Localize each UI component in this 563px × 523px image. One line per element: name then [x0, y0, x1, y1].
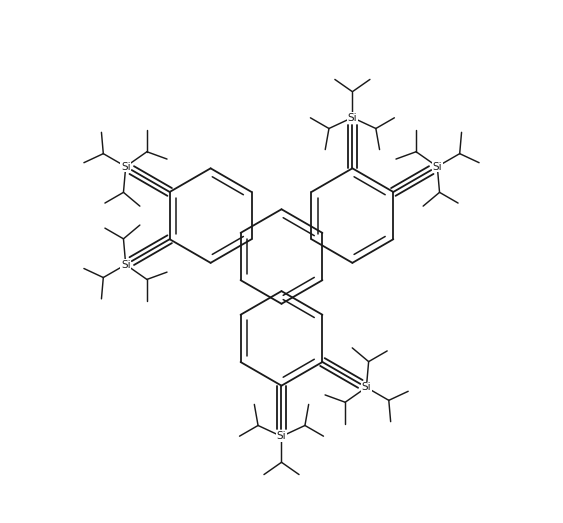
Text: Si: Si [276, 431, 287, 441]
Text: Si: Si [121, 162, 131, 172]
Text: Si: Si [432, 162, 442, 172]
Text: Si: Si [347, 112, 357, 122]
Text: Si: Si [361, 382, 371, 392]
Text: Si: Si [121, 259, 131, 269]
